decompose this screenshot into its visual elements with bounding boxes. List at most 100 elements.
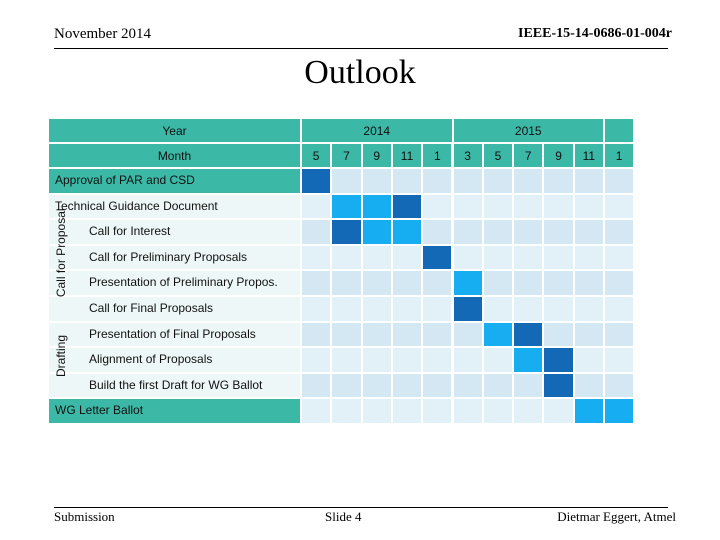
document-id: IEEE-15-14-0686-01-004r <box>518 26 672 41</box>
gantt-empty-cell <box>513 270 544 296</box>
year-label: 2015 <box>514 124 542 138</box>
year-header-label: Year <box>162 124 187 138</box>
gantt-empty-cell <box>331 270 362 296</box>
month-label: 7 <box>524 149 532 163</box>
gantt-empty-cell <box>452 321 483 348</box>
gantt-empty-cell <box>301 193 332 220</box>
gantt-empty-cell <box>482 372 514 399</box>
gantt-empty-cell <box>422 270 453 296</box>
gantt-empty-cell <box>604 244 635 271</box>
footer-rule <box>54 507 668 508</box>
gantt-empty-cell <box>361 321 392 348</box>
gantt-empty-cell <box>573 347 604 373</box>
gantt-empty-cell <box>391 321 423 348</box>
month-label: 1 <box>433 149 441 163</box>
gantt-empty-cell <box>452 244 483 271</box>
gantt-empty-cell <box>573 244 604 271</box>
gantt-empty-cell <box>543 296 574 322</box>
task-label: Call for Final Proposals <box>89 301 214 315</box>
gantt-empty-cell <box>604 296 635 322</box>
gantt-empty-cell <box>391 244 423 271</box>
gantt-empty-cell <box>391 347 423 373</box>
gantt-empty-cell <box>452 398 483 424</box>
gantt-empty-cell <box>331 372 362 399</box>
gantt-empty-cell <box>573 296 604 322</box>
gantt-bar-bright <box>573 398 604 424</box>
gantt-empty-cell <box>422 168 453 194</box>
gantt-empty-cell <box>573 193 604 220</box>
gantt-empty-cell <box>573 270 604 296</box>
task-label-cell <box>48 244 301 271</box>
gantt-empty-cell <box>331 296 362 322</box>
task-label: Presentation of Preliminary Propos. <box>89 275 278 290</box>
gantt-empty-cell <box>391 168 423 194</box>
task-label-cell <box>48 347 301 373</box>
gantt-empty-cell <box>482 347 514 373</box>
gantt-empty-cell <box>604 347 635 373</box>
gantt-bar-dark <box>301 168 332 194</box>
gantt-empty-cell <box>422 296 453 322</box>
gantt-empty-cell <box>573 168 604 194</box>
gantt-empty-cell <box>543 168 574 194</box>
year-cell <box>301 118 453 143</box>
gantt-empty-cell <box>422 321 453 348</box>
month-cell <box>543 143 574 168</box>
year-header-cell <box>48 118 301 143</box>
gantt-empty-cell <box>543 398 574 424</box>
gantt-empty-cell <box>482 398 514 424</box>
gantt-empty-cell <box>331 398 362 424</box>
gantt-empty-cell <box>301 347 332 373</box>
month-label: 7 <box>343 149 350 163</box>
task-label-cell <box>48 168 301 194</box>
gantt-empty-cell <box>361 398 392 424</box>
gantt-empty-cell <box>543 270 574 296</box>
gantt-empty-cell <box>482 168 514 194</box>
gantt-empty-cell <box>361 372 392 399</box>
gantt-empty-cell <box>301 219 332 245</box>
gantt-empty-cell <box>513 219 544 245</box>
gantt-empty-cell <box>482 244 514 271</box>
gantt-empty-cell <box>513 168 544 194</box>
gantt-empty-cell <box>422 193 453 220</box>
gantt-empty-cell <box>452 347 483 373</box>
header-date: November 2014 <box>54 26 152 42</box>
task-label-cell <box>48 219 301 245</box>
gantt-bar-bright <box>361 193 392 220</box>
footer-author: Dietmar Eggert, Atmel <box>557 509 676 524</box>
gantt-bar-dark <box>331 219 362 245</box>
gantt-empty-cell <box>573 321 604 348</box>
month-cell <box>361 143 392 168</box>
gantt-empty-cell <box>513 372 544 399</box>
gantt-empty-cell <box>513 398 544 424</box>
gantt-empty-cell <box>452 372 483 399</box>
gantt-empty-cell <box>331 244 362 271</box>
gantt-bar-bright <box>513 347 544 373</box>
gantt-empty-cell <box>452 168 483 194</box>
gantt-bar-dark <box>422 244 453 271</box>
group-label: Call for Proposal <box>53 208 68 298</box>
task-label: Alignment of Proposals <box>89 352 213 367</box>
month-cell <box>391 143 423 168</box>
gantt-empty-cell <box>452 219 483 245</box>
gantt-empty-cell <box>604 193 635 220</box>
task-label: WG Letter Ballot <box>55 403 144 418</box>
month-cell <box>604 143 635 168</box>
task-label: Presentation of Final Proposals <box>89 326 256 341</box>
gantt-empty-cell <box>391 270 423 296</box>
month-label: 9 <box>555 149 562 163</box>
gantt-bar-dark <box>543 347 574 373</box>
month-cell <box>482 143 514 168</box>
gantt-empty-cell <box>331 347 362 373</box>
gantt-empty-cell <box>482 219 514 245</box>
group-label: Drafting <box>53 334 68 377</box>
header-rule <box>54 48 668 49</box>
gantt-empty-cell <box>452 193 483 220</box>
gantt-empty-cell <box>361 168 392 194</box>
gantt-empty-cell <box>513 296 544 322</box>
gantt-empty-cell <box>361 347 392 373</box>
task-label: Call for Preliminary Proposals <box>89 249 248 264</box>
month-cell <box>452 143 483 168</box>
gantt-bar-dark <box>543 372 574 399</box>
gantt-empty-cell <box>604 168 635 194</box>
gantt-empty-cell <box>422 219 453 245</box>
